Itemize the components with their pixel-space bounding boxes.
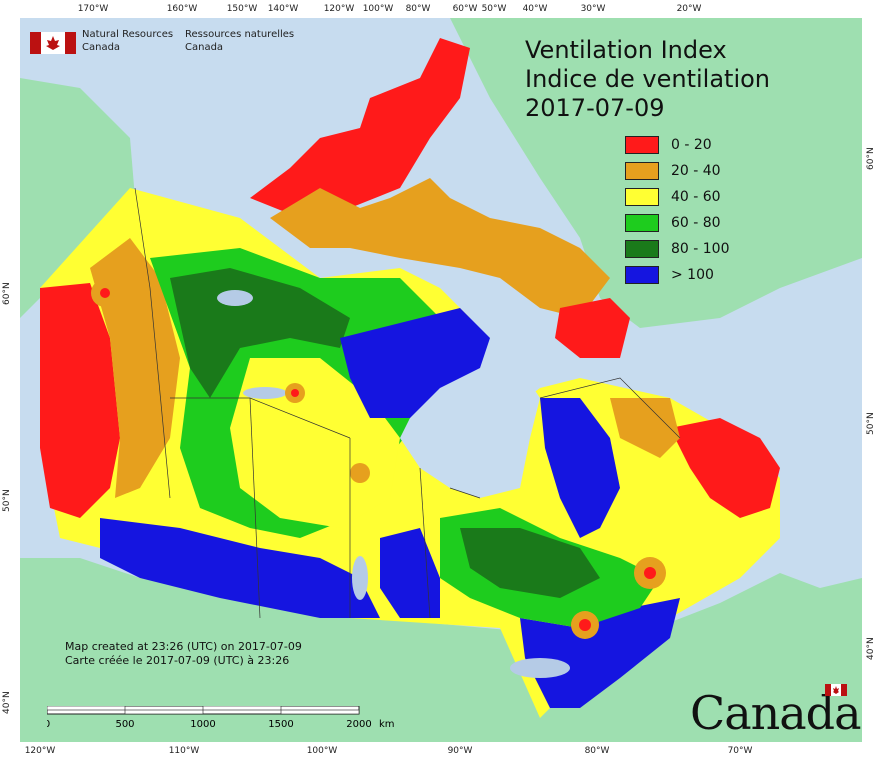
labrador-red (670, 418, 780, 518)
tick-label: 100°W (306, 746, 338, 756)
prairie-yellow (230, 358, 400, 528)
tick-label: 150°W (226, 4, 258, 14)
canada-wordmark: Canada (690, 684, 862, 740)
tick-label: 50°N (2, 489, 12, 512)
canada-flag-icon (30, 32, 76, 54)
tick-label: 20°W (676, 4, 702, 14)
legend-item: 0 - 20 (625, 132, 730, 158)
scale-label: 1500 (268, 719, 293, 730)
tick-label: 50°N (866, 412, 876, 435)
legend-label: 60 - 80 (671, 215, 721, 231)
great-slave-lake (217, 290, 253, 306)
created-en: Map created at 23:26 (UTC) on 2017-07-09 (65, 640, 302, 653)
agency-name-en: Natural Resources Canada (82, 28, 173, 54)
legend-item: 20 - 40 (625, 158, 730, 184)
title-en: Ventilation Index (525, 36, 727, 64)
tick-label: 40°N (2, 691, 12, 714)
ontario-blue (380, 528, 440, 618)
agency-line: Natural Resources (82, 29, 174, 40)
wordmark-flag-icon (825, 684, 847, 696)
lake-superior (510, 658, 570, 678)
east-arctic-red (555, 298, 630, 358)
south-quebec-blue (520, 598, 680, 708)
scale-label: 500 (115, 719, 134, 730)
legend-swatch (625, 188, 659, 206)
agency-line: Canada (82, 42, 121, 53)
legend-label: 20 - 40 (671, 163, 721, 179)
agency-line: Ressources naturelles (185, 29, 295, 40)
bc-red (40, 283, 120, 518)
tick-label: 90°W (447, 746, 473, 756)
title-fr: Indice de ventilation (525, 65, 771, 93)
hotspot (100, 288, 110, 298)
legend-item: 60 - 80 (625, 210, 730, 236)
lake-winnipeg (352, 556, 368, 600)
hotspot (579, 619, 591, 631)
legend-label: 80 - 100 (671, 241, 730, 257)
tick-label: 50°W (481, 4, 507, 14)
legend-item: > 100 (625, 262, 730, 288)
legend-swatch (625, 266, 659, 284)
tick-label: 80°W (584, 746, 610, 756)
usa-land (20, 558, 862, 742)
hotspot (291, 389, 299, 397)
tick-label: 70°W (727, 746, 753, 756)
legend-label: 40 - 60 (671, 189, 721, 205)
map-title: Ventilation Index Indice de ventilation … (525, 36, 770, 123)
legend-swatch (625, 240, 659, 258)
legend-label: 0 - 20 (671, 137, 712, 153)
map-canvas[interactable] (20, 18, 862, 742)
hotspot (350, 463, 370, 483)
lake-athabasca (243, 387, 287, 399)
legend-swatch (625, 214, 659, 232)
created-fr: Carte créée le 2017-07-09 (UTC) à 23:26 (65, 654, 290, 667)
creation-note: Map created at 23:26 (UTC) on 2017-07-09… (65, 640, 302, 668)
tick-label: 30°W (580, 4, 606, 14)
central-darkgreen (170, 268, 350, 398)
scale-label: 0 (47, 719, 50, 730)
legend-swatch (625, 162, 659, 180)
tick-label: 110°W (168, 746, 200, 756)
scale-label: 2000 (346, 719, 371, 730)
scale-bar: 0 500 1000 1500 2000 km (47, 706, 395, 730)
tick-label: 120°W (24, 746, 56, 756)
arctic-islands-orange (270, 178, 610, 318)
agency-name-fr: Ressources naturelles Canada (185, 28, 294, 54)
tick-label: 140°W (267, 4, 299, 14)
ventilation-map (20, 18, 862, 742)
legend-item: 80 - 100 (625, 236, 730, 262)
tick-label: 40°N (866, 637, 876, 660)
provincial-boundaries (134, 187, 681, 619)
tick-label: 120°W (323, 4, 355, 14)
scale-unit: km (379, 719, 395, 730)
quebec-blue (540, 398, 620, 538)
tick-label: 60°W (452, 4, 478, 14)
nunavut-blue (340, 308, 490, 418)
map-date: 2017-07-09 (525, 94, 665, 122)
tick-label: 160°W (166, 4, 198, 14)
legend-label: > 100 (671, 267, 714, 283)
agency-line: Canada (185, 42, 224, 53)
tick-label: 80°W (405, 4, 431, 14)
tick-label: 60°N (2, 282, 12, 305)
legend-item: 40 - 60 (625, 184, 730, 210)
prairie-blue (100, 518, 380, 618)
alaska-land (20, 78, 135, 318)
tick-label: 170°W (77, 4, 109, 14)
hotspot (644, 567, 656, 579)
tick-label: 100°W (362, 4, 394, 14)
southeast-darkgreen (460, 528, 600, 598)
scale-label: 1000 (190, 719, 215, 730)
arctic-islands (250, 38, 470, 218)
labrador-orange (610, 398, 680, 458)
tick-label: 60°N (866, 147, 876, 170)
legend-swatch (625, 136, 659, 154)
legend: 0 - 20 20 - 40 40 - 60 60 - 80 80 - 100 > 100 (625, 132, 730, 288)
tick-label: 40°W (522, 4, 548, 14)
